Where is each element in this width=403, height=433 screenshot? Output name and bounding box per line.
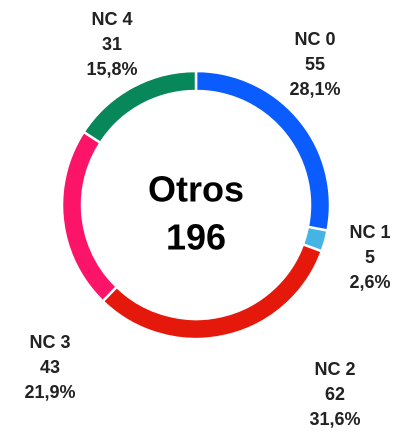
segment-value: 55 xyxy=(305,54,325,74)
donut-segment xyxy=(101,242,324,341)
segment-name: NC 1 xyxy=(349,222,390,242)
segment-value: 43 xyxy=(40,357,60,377)
segment-name: NC 2 xyxy=(314,359,355,379)
segment-name: NC 0 xyxy=(294,29,335,49)
segment-value: 31 xyxy=(102,34,122,54)
segment-percent: 2,6% xyxy=(349,272,390,292)
center-value: 196 xyxy=(166,217,226,258)
segment-name: NC 3 xyxy=(29,332,70,352)
center-title: Otros xyxy=(148,169,244,210)
segment-percent: 31,6% xyxy=(309,409,360,429)
segment-name: NC 4 xyxy=(91,9,132,29)
segment-percent: 28,1% xyxy=(289,79,340,99)
segment-percent: 21,9% xyxy=(24,382,75,402)
segment-value: 62 xyxy=(325,384,345,404)
segment-value: 5 xyxy=(365,247,375,267)
donut-segment xyxy=(60,130,119,304)
segment-percent: 15,8% xyxy=(86,59,137,79)
donut-segment xyxy=(81,69,198,145)
